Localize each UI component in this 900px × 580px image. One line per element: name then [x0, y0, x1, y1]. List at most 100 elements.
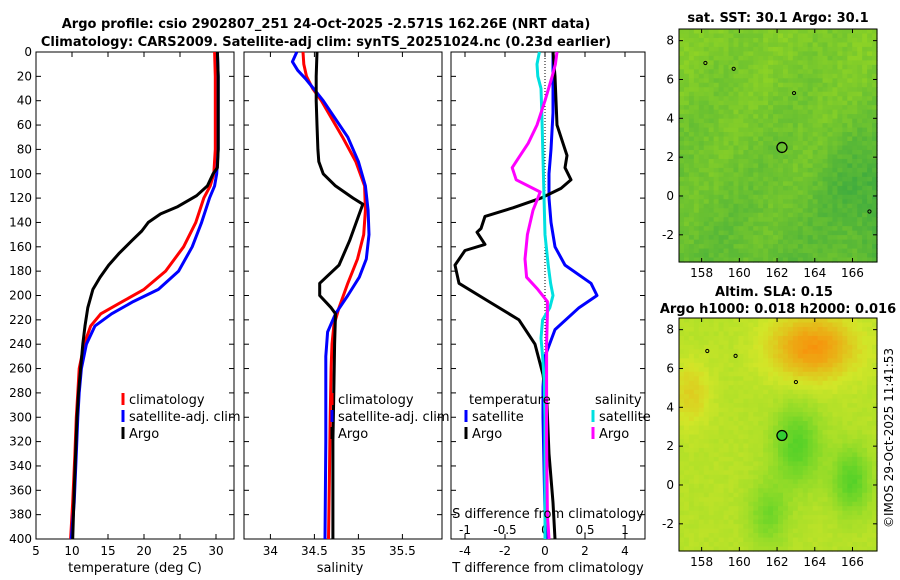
heatmap-cell	[688, 51, 695, 57]
heatmap-cell	[778, 114, 784, 120]
heatmap-cell	[768, 73, 774, 79]
heatmap-cell	[713, 533, 720, 539]
heatmap-cell	[847, 524, 853, 530]
heatmap-cell	[748, 470, 754, 476]
heatmap-cell	[763, 331, 769, 337]
heatmap-cell	[792, 55, 799, 61]
heatmap-cell	[787, 385, 794, 391]
heatmap-cell	[679, 244, 685, 250]
heatmap-cell	[822, 244, 829, 250]
heatmap-cell	[827, 208, 834, 214]
heatmap-cell	[797, 394, 804, 400]
heatmap-cell	[782, 167, 789, 173]
heatmap-cell	[718, 141, 725, 147]
heatmap-cell	[837, 105, 843, 111]
heatmap-cell	[743, 221, 749, 227]
heatmap-cell	[812, 456, 819, 462]
heatmap-cell	[842, 199, 848, 205]
heatmap-cell	[822, 407, 829, 413]
heatmap-cell	[748, 105, 754, 111]
heatmap-cell	[847, 29, 853, 35]
heatmap-cell	[758, 394, 764, 400]
heatmap-cell	[703, 208, 710, 214]
heatmap-cell	[792, 60, 799, 66]
heatmap-cell	[857, 335, 863, 341]
heatmap-cell	[738, 407, 744, 413]
heatmap-cell	[679, 132, 685, 138]
heatmap-cell	[797, 515, 804, 521]
difference-panel: -4 -2 0 2 4-1 -0.5 0 0.5 1satelliteArgosatellite…	[450, 51, 651, 558]
heatmap-cell	[867, 248, 873, 254]
heatmap-cell	[679, 501, 685, 507]
heatmap-cell	[857, 96, 863, 102]
heatmap-cell	[867, 55, 873, 61]
heatmap-cell	[703, 416, 710, 422]
heatmap-cell	[832, 51, 838, 57]
heatmap-cell	[733, 136, 739, 142]
heatmap-cell	[857, 344, 863, 350]
heatmap-cell	[698, 33, 705, 39]
heatmap-cell	[763, 123, 769, 129]
heatmap-cell	[847, 542, 853, 548]
heatmap-cell	[738, 362, 744, 368]
heatmap-cell	[743, 158, 749, 165]
heatmap-cell	[743, 407, 749, 413]
heatmap-cell	[812, 501, 819, 507]
heatmap-cell	[867, 172, 873, 178]
heatmap-cell	[812, 176, 819, 182]
heatmap-cell	[812, 55, 819, 61]
heatmap-cell	[787, 60, 794, 66]
heatmap-cell	[733, 73, 739, 79]
heatmap-cell	[679, 208, 685, 214]
heatmap-cell	[723, 64, 730, 70]
heatmap-cell	[817, 91, 824, 97]
heatmap-cell	[787, 64, 794, 70]
lon-tick-label: 158	[690, 555, 713, 569]
heatmap-cell	[713, 73, 720, 79]
heatmap-cell	[862, 105, 868, 111]
heatmap-cell	[748, 407, 754, 413]
heatmap-cell	[867, 371, 873, 377]
heatmap-cell	[827, 127, 834, 133]
heatmap-cell	[797, 109, 804, 115]
heatmap-cell	[802, 29, 809, 35]
heatmap-cell	[787, 226, 794, 232]
heatmap-cell	[683, 407, 690, 413]
heatmap-cell	[792, 537, 799, 543]
heatmap-cell	[723, 221, 730, 227]
heatmap-cell	[753, 114, 759, 120]
heatmap-cell	[872, 465, 878, 471]
heatmap-cell	[812, 452, 819, 458]
heatmap-cell	[867, 358, 873, 364]
heatmap-cell	[867, 96, 873, 102]
heatmap-cell	[763, 412, 769, 418]
heatmap-cell	[792, 176, 799, 182]
heatmap-cell	[683, 226, 690, 232]
heatmap-cell	[812, 403, 819, 409]
heatmap-cell	[807, 217, 814, 223]
heatmap-cell	[773, 533, 779, 539]
heatmap-cell	[812, 483, 819, 489]
heatmap-cell	[713, 46, 720, 52]
heatmap-cell	[822, 167, 829, 173]
heatmap-cell	[807, 154, 814, 160]
heatmap-cell	[852, 524, 858, 530]
heatmap-cell	[792, 172, 799, 178]
heatmap-cell	[773, 96, 779, 102]
heatmap-cell	[812, 340, 819, 346]
heatmap-cell	[688, 55, 695, 61]
heatmap-cell	[773, 145, 779, 151]
heatmap-cell	[688, 537, 695, 543]
heatmap-cell	[683, 528, 690, 534]
heatmap-cell	[679, 434, 685, 440]
heatmap-cell	[837, 385, 843, 391]
heatmap-cell	[723, 100, 730, 106]
heatmap-cell	[847, 470, 853, 476]
heatmap-cell	[768, 42, 774, 48]
heatmap-cell	[802, 465, 809, 471]
heatmap-cell	[862, 376, 868, 382]
heatmap-cell	[738, 167, 744, 173]
heatmap-cell	[683, 167, 690, 173]
heatmap-cell	[847, 217, 853, 223]
heatmap-cell	[827, 212, 834, 218]
